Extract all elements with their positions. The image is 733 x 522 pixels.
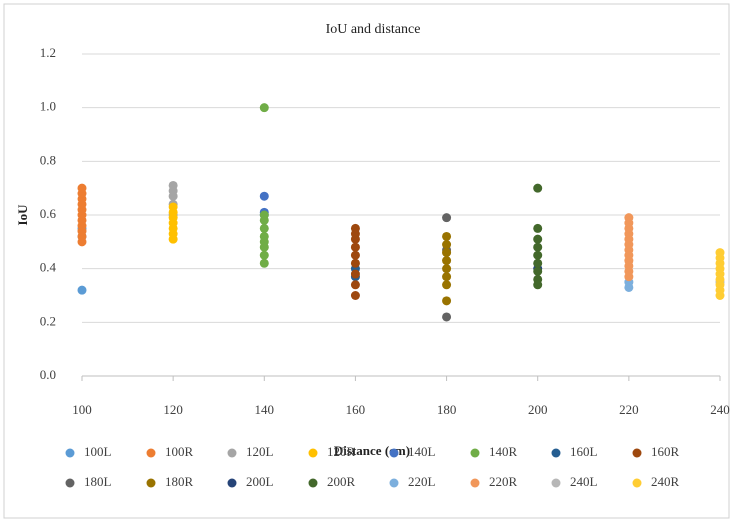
point bbox=[350, 250, 360, 260]
x-tick-label: 180 bbox=[437, 402, 457, 417]
point bbox=[533, 266, 543, 276]
y-tick-label: 0.0 bbox=[40, 367, 56, 382]
legend-label: 180L bbox=[84, 474, 112, 489]
x-tick-label: 160 bbox=[346, 402, 366, 417]
y-tick-label: 1.2 bbox=[40, 45, 56, 60]
point bbox=[442, 231, 452, 241]
legend-label: 200R bbox=[327, 474, 356, 489]
legend-label: 140L bbox=[408, 444, 436, 459]
legend-label: 120L bbox=[246, 444, 274, 459]
x-tick-label: 100 bbox=[72, 402, 92, 417]
point bbox=[259, 191, 269, 201]
point bbox=[259, 223, 269, 233]
point bbox=[533, 250, 543, 260]
legend-label: 220R bbox=[489, 474, 518, 489]
point bbox=[350, 242, 360, 252]
legend-marker bbox=[389, 478, 399, 488]
x-tick-label: 140 bbox=[255, 402, 275, 417]
point bbox=[259, 103, 269, 113]
point bbox=[533, 258, 543, 268]
point bbox=[624, 213, 634, 223]
legend-marker bbox=[146, 478, 156, 488]
point bbox=[259, 250, 269, 260]
point bbox=[350, 291, 360, 300]
legend-marker bbox=[551, 478, 561, 488]
x-tick-label: 240 bbox=[710, 402, 730, 417]
point bbox=[533, 234, 543, 244]
legend-marker bbox=[551, 448, 561, 458]
point bbox=[259, 258, 269, 268]
point bbox=[442, 256, 452, 266]
legend-label: 240L bbox=[570, 474, 598, 489]
point bbox=[533, 242, 543, 252]
point bbox=[715, 248, 725, 258]
legend-marker bbox=[632, 478, 642, 488]
y-tick-label: 0.4 bbox=[40, 260, 57, 275]
point bbox=[350, 280, 360, 290]
point bbox=[533, 183, 543, 193]
legend-label: 100L bbox=[84, 444, 112, 459]
legend-label: 160L bbox=[570, 444, 598, 459]
legend-marker bbox=[227, 478, 237, 488]
point bbox=[442, 296, 452, 306]
legend-marker bbox=[227, 448, 237, 458]
point bbox=[442, 213, 452, 223]
point bbox=[259, 231, 269, 241]
legend-label: 200L bbox=[246, 474, 274, 489]
point bbox=[442, 312, 452, 322]
legend-marker bbox=[389, 448, 399, 458]
legend-marker bbox=[65, 478, 75, 488]
point bbox=[77, 183, 87, 193]
point bbox=[259, 210, 269, 220]
x-tick-label: 120 bbox=[163, 402, 183, 417]
point bbox=[168, 202, 178, 212]
y-tick-label: 0.2 bbox=[40, 313, 56, 328]
legend-marker bbox=[470, 478, 480, 488]
legend-label: 160R bbox=[651, 444, 680, 459]
legend-marker bbox=[470, 448, 480, 458]
legend-label: 140R bbox=[489, 444, 518, 459]
legend-marker bbox=[308, 448, 318, 458]
legend-label: 240R bbox=[651, 474, 680, 489]
point bbox=[350, 258, 360, 268]
y-tick-label: 1.0 bbox=[40, 99, 56, 114]
point bbox=[442, 264, 452, 274]
point bbox=[533, 280, 543, 290]
chart-title: IoU and distance bbox=[326, 22, 421, 37]
point bbox=[442, 280, 452, 290]
legend-marker bbox=[308, 478, 318, 488]
point bbox=[350, 223, 360, 233]
point bbox=[442, 248, 452, 258]
y-tick-label: 0.8 bbox=[40, 152, 56, 167]
legend-label: 180R bbox=[165, 474, 194, 489]
legend-marker bbox=[632, 448, 642, 458]
point bbox=[168, 180, 178, 190]
point bbox=[77, 285, 87, 295]
legend-label: 100R bbox=[165, 444, 194, 459]
legend-marker bbox=[146, 448, 156, 458]
chart-frame bbox=[3, 3, 730, 519]
point bbox=[350, 269, 360, 279]
legend-label: 220L bbox=[408, 474, 436, 489]
y-axis-title: IoU bbox=[15, 204, 30, 226]
legend-marker bbox=[65, 448, 75, 458]
x-tick-label: 220 bbox=[619, 402, 639, 417]
legend-label: 120R bbox=[327, 444, 356, 459]
y-tick-label: 0.6 bbox=[40, 206, 57, 221]
point bbox=[533, 223, 543, 233]
x-tick-label: 200 bbox=[528, 402, 548, 417]
point bbox=[442, 240, 452, 250]
point bbox=[442, 272, 452, 282]
